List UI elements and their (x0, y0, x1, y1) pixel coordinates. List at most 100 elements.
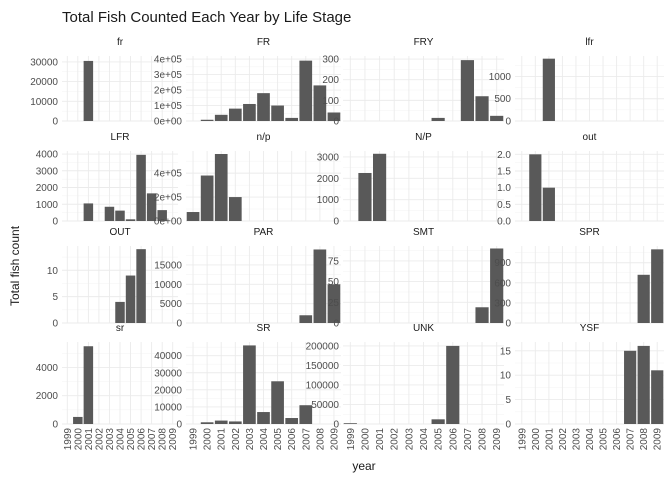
bar-SMT-2009 (490, 248, 504, 323)
facet-strip-label: PAR (254, 227, 274, 238)
facet-panel-9: PAR 0 5000 10000 15000 (154, 227, 341, 330)
bar-LFR-2001 (83, 203, 94, 221)
x-tick-label: 2000 (360, 428, 371, 451)
y-tick-label: 0 (176, 420, 182, 431)
bar-FR-2002 (228, 108, 242, 121)
y-tick-label: 1000 (489, 72, 512, 83)
x-tick-label: 2002 (231, 428, 242, 451)
y-tick-label: 25 (328, 298, 340, 309)
bar-SR-2001 (214, 420, 228, 424)
bar-sr-2001 (83, 346, 94, 424)
y-tick-label: 0 (505, 420, 511, 431)
bar-SR-2003 (243, 345, 256, 424)
y-tick-label: 5 (52, 292, 58, 303)
y-tick-label: 0 (333, 117, 339, 128)
y-tick-label: 40000 (154, 351, 182, 362)
x-tick-label: 2004 (116, 428, 127, 451)
bar-FRY-2008 (475, 96, 489, 121)
x-tick-label: 2006 (448, 428, 459, 451)
y-tick-label: 3000 (317, 152, 340, 163)
x-tick-label: 2007 (147, 428, 158, 451)
y-tick-label: 2e+05 (154, 86, 183, 97)
facet-strip-label: FR (257, 37, 270, 48)
y-tick-label: 0 (52, 319, 58, 330)
y-tick-label: 0 (333, 319, 339, 330)
y-tick-label: 2.0 (497, 150, 511, 161)
y-tick-label: 10 (500, 371, 512, 382)
facet-panel-6: N/P 0 1000 2000 3000 (317, 132, 504, 228)
bar-N/P-2001 (373, 153, 387, 221)
y-tick-label: 0 (333, 420, 339, 431)
y-tick-label: 150000 (306, 361, 340, 372)
x-tick-label: 2004 (585, 428, 596, 451)
y-tick-label: 3000 (36, 166, 59, 177)
facet-panel-8: OUT 0 5 10 (47, 227, 178, 330)
bar-SR-2000 (200, 422, 214, 424)
y-tick-label: 15000 (154, 260, 182, 271)
x-tick-label: 2009 (329, 428, 340, 451)
y-tick-label: 20000 (30, 77, 58, 88)
facet-panel-2: FRY 0 100 200 300 (322, 37, 504, 128)
x-tick-label: 2005 (434, 428, 445, 451)
facet-strip-label: fr (117, 37, 124, 48)
facet-strip-label: out (583, 132, 597, 143)
bar-FRY-2009 (490, 115, 504, 121)
y-tick-label: 0 (333, 217, 339, 228)
y-tick-label: 1000 (36, 200, 59, 211)
bar-LFR-2004 (115, 210, 125, 221)
y-tick-label: 5000 (160, 299, 183, 310)
y-tick-label: 200000 (306, 341, 340, 352)
bar-sr-2000 (73, 416, 83, 424)
facet-panel-14: UNK 0 50000 100000 150000 200000 1999 2000 2001 2… (306, 323, 504, 450)
y-tick-label: 1.0 (497, 183, 511, 194)
y-tick-label: 2e+05 (154, 193, 183, 204)
y-tick-label: 10000 (30, 97, 58, 108)
bar-n/p-2000 (200, 175, 214, 221)
y-tick-label: 50 (328, 277, 340, 288)
y-tick-label: 10 (47, 266, 59, 277)
facet-panel-7: out 0.0 0.5 1.0 1.5 2.0 (497, 132, 664, 228)
facet-panel-11: SPR 0 300 600 900 (494, 227, 664, 330)
y-tick-label: 500 (494, 94, 511, 105)
bar-UNK-2005 (431, 419, 445, 424)
bar-YSF-2008 (637, 345, 650, 424)
x-tick-label: 2005 (599, 428, 610, 451)
bar-FR-2009 (327, 112, 341, 121)
x-tick-label: 2005 (126, 428, 137, 451)
y-tick-label: 2000 (317, 174, 340, 185)
x-tick-label: 2001 (84, 428, 95, 451)
x-tick-label: 2001 (375, 428, 386, 451)
y-tick-label: 10000 (154, 280, 182, 291)
y-tick-label: 100 (322, 96, 339, 107)
facet-strip-label: UNK (413, 323, 434, 334)
facet-strip-label: LFR (111, 132, 130, 143)
facet-strip-label: SR (257, 323, 271, 334)
x-tick-label: 2001 (544, 428, 555, 451)
bar-FR-2008 (313, 85, 327, 121)
bar-fr-2001 (83, 60, 94, 121)
bar-SR-2004 (257, 412, 270, 424)
x-tick-label: 2009 (168, 428, 179, 451)
bar-LFR-2006 (136, 154, 146, 221)
x-tick-label: 2005 (273, 428, 284, 451)
facet-strip-label: SMT (413, 227, 434, 238)
bar-n/p-2002 (228, 197, 242, 221)
bar-out-2000 (529, 154, 542, 221)
y-tick-label: 10000 (154, 402, 182, 413)
facet-panel-3: lfr 0 500 1000 (489, 37, 664, 128)
y-tick-label: 30000 (154, 368, 182, 379)
bar-PAR-2007 (299, 315, 313, 323)
bar-SMT-2008 (475, 307, 489, 323)
bar-FRY-2005 (431, 117, 445, 121)
y-tick-label: 5 (505, 395, 511, 406)
y-tick-label: 3e+05 (154, 70, 183, 81)
x-tick-label: 2000 (203, 428, 214, 451)
x-tick-label: 2009 (492, 428, 503, 451)
bar-lfr-2001 (542, 58, 555, 121)
y-tick-label: 1000 (317, 195, 340, 206)
y-tick-label: 4e+05 (154, 169, 183, 180)
x-tick-label: 2002 (390, 428, 401, 451)
y-tick-label: 0e+00 (154, 117, 183, 128)
bar-PAR-2008 (313, 249, 327, 323)
y-tick-label: 4000 (36, 150, 59, 161)
